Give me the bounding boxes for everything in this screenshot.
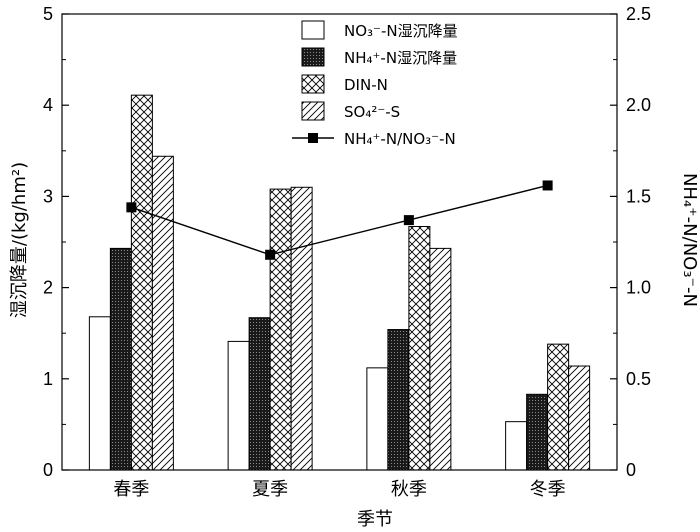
y2-tick-label: 2.0 <box>626 95 651 115</box>
ticks-layer <box>62 13 617 471</box>
bar-4-2 <box>290 186 313 471</box>
legend-swatch-2 <box>301 47 325 67</box>
ratio-point-3 <box>403 215 414 226</box>
legend-label-5: NH₄⁺-N/NO₃⁻-N <box>344 130 456 148</box>
y-axis-title: 湿沉降量/(kg/hm²) <box>9 162 30 318</box>
bar-4-4 <box>568 365 591 471</box>
legend-swatch-3 <box>301 74 325 94</box>
legend-swatch-1 <box>301 20 325 40</box>
legend-label-2: NH₄⁺-N湿沉降量 <box>344 49 457 67</box>
bar-3-4 <box>547 343 570 471</box>
bar-3-2 <box>269 188 292 471</box>
bar-1-2 <box>227 340 250 471</box>
x-axis-title: 季节 <box>357 509 393 530</box>
x-tick-label: 秋季 <box>391 479 427 500</box>
bar-4-3 <box>429 247 452 471</box>
bars-layer <box>88 94 591 471</box>
legend: NO₃⁻-N湿沉降量 NH₄⁺-N湿沉降量 DIN-N SO₄²⁻-S NH₄⁺-N/N… <box>292 20 458 148</box>
y-tick-labels: 0 1 2 3 4 5 <box>43 4 53 480</box>
y-tick-label: 5 <box>43 4 53 24</box>
legend-label-3: DIN-N <box>344 76 388 94</box>
y2-tick-label: 1.0 <box>626 278 651 298</box>
legend-label-4: SO₄²⁻-S <box>344 103 400 121</box>
bar-1-1 <box>88 316 111 471</box>
ratio-line <box>131 184 548 256</box>
y-tick-label: 2 <box>43 278 53 298</box>
ratio-point-1 <box>126 202 137 213</box>
x-tick-label: 冬季 <box>530 479 566 500</box>
y-tick-label: 1 <box>43 369 53 389</box>
y-tick-label: 3 <box>43 186 53 206</box>
y2-tick-labels: 0 0.5 1.0 1.5 2.0 2.5 <box>626 4 651 480</box>
ratio-line-layer <box>126 180 553 260</box>
bar-3-3 <box>408 225 431 471</box>
x-tick-labels: 春季 夏季 秋季 冬季 <box>113 479 565 500</box>
y2-tick-label: 0 <box>626 460 636 480</box>
bar-4-1 <box>151 155 174 471</box>
y-tick-label: 0 <box>43 460 53 480</box>
legend-marker-5 <box>308 133 318 143</box>
bar-2-3 <box>387 329 410 471</box>
ratio-point-2 <box>265 249 276 260</box>
bar-2-4 <box>526 393 549 471</box>
y2-tick-label: 2.5 <box>626 4 651 24</box>
bar-1-3 <box>366 367 389 471</box>
y2-tick-label: 1.5 <box>626 186 651 206</box>
bar-2-2 <box>248 317 271 471</box>
bar-1-4 <box>505 421 528 471</box>
y2-tick-label: 0.5 <box>626 369 651 389</box>
y2-axis-title: NH₄⁺-N/NO₃⁻-N <box>679 173 700 307</box>
legend-swatch-4 <box>301 101 325 121</box>
y-tick-label: 4 <box>43 95 53 115</box>
bar-2-1 <box>109 247 132 471</box>
bar-3-1 <box>130 94 153 471</box>
x-tick-label: 春季 <box>113 479 149 500</box>
ratio-point-4 <box>542 180 553 191</box>
legend-label-1: NO₃⁻-N湿沉降量 <box>344 22 458 40</box>
x-tick-label: 夏季 <box>252 479 288 500</box>
